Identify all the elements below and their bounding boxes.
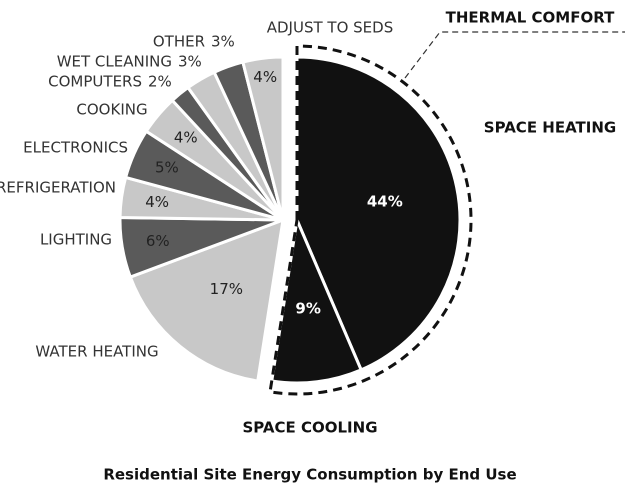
value-label: 44% (367, 192, 403, 210)
pie-slice (270, 214, 364, 385)
value-label: 4% (174, 129, 198, 147)
annotation: THERMAL COMFORT (446, 9, 615, 27)
category-label: OTHER (153, 33, 205, 51)
category-label: WATER HEATING (35, 343, 158, 361)
category-label: COOKING (76, 101, 147, 119)
category-label: LIGHTING (40, 231, 112, 249)
pie-slice (128, 217, 285, 383)
pie-slice (295, 55, 462, 372)
category-label: WET CLEANING (57, 53, 172, 71)
chart-title: Residential Site Energy Consumption by E… (103, 466, 516, 484)
category-label: REFRIGERATION (0, 179, 116, 197)
value-label: 17% (210, 280, 243, 298)
category-label: SPACE COOLING (242, 419, 377, 437)
category-label: COMPUTERS (48, 73, 142, 91)
value-label: 5% (155, 159, 179, 177)
category-label: ELECTRONICS (23, 139, 128, 157)
value-label: 4% (253, 68, 277, 86)
value-label: 3% (178, 53, 202, 71)
value-label: 3% (211, 33, 235, 51)
category-label: SPACE HEATING (484, 119, 616, 137)
pie-slice (241, 55, 285, 221)
annotation-leader (404, 31, 625, 79)
category-label: ADJUST TO SEDS (267, 19, 393, 37)
value-label: 2% (148, 73, 172, 91)
value-label: 6% (146, 232, 170, 250)
value-label: 9% (295, 299, 320, 317)
value-label: 4% (145, 193, 169, 211)
group-outline (268, 44, 473, 396)
